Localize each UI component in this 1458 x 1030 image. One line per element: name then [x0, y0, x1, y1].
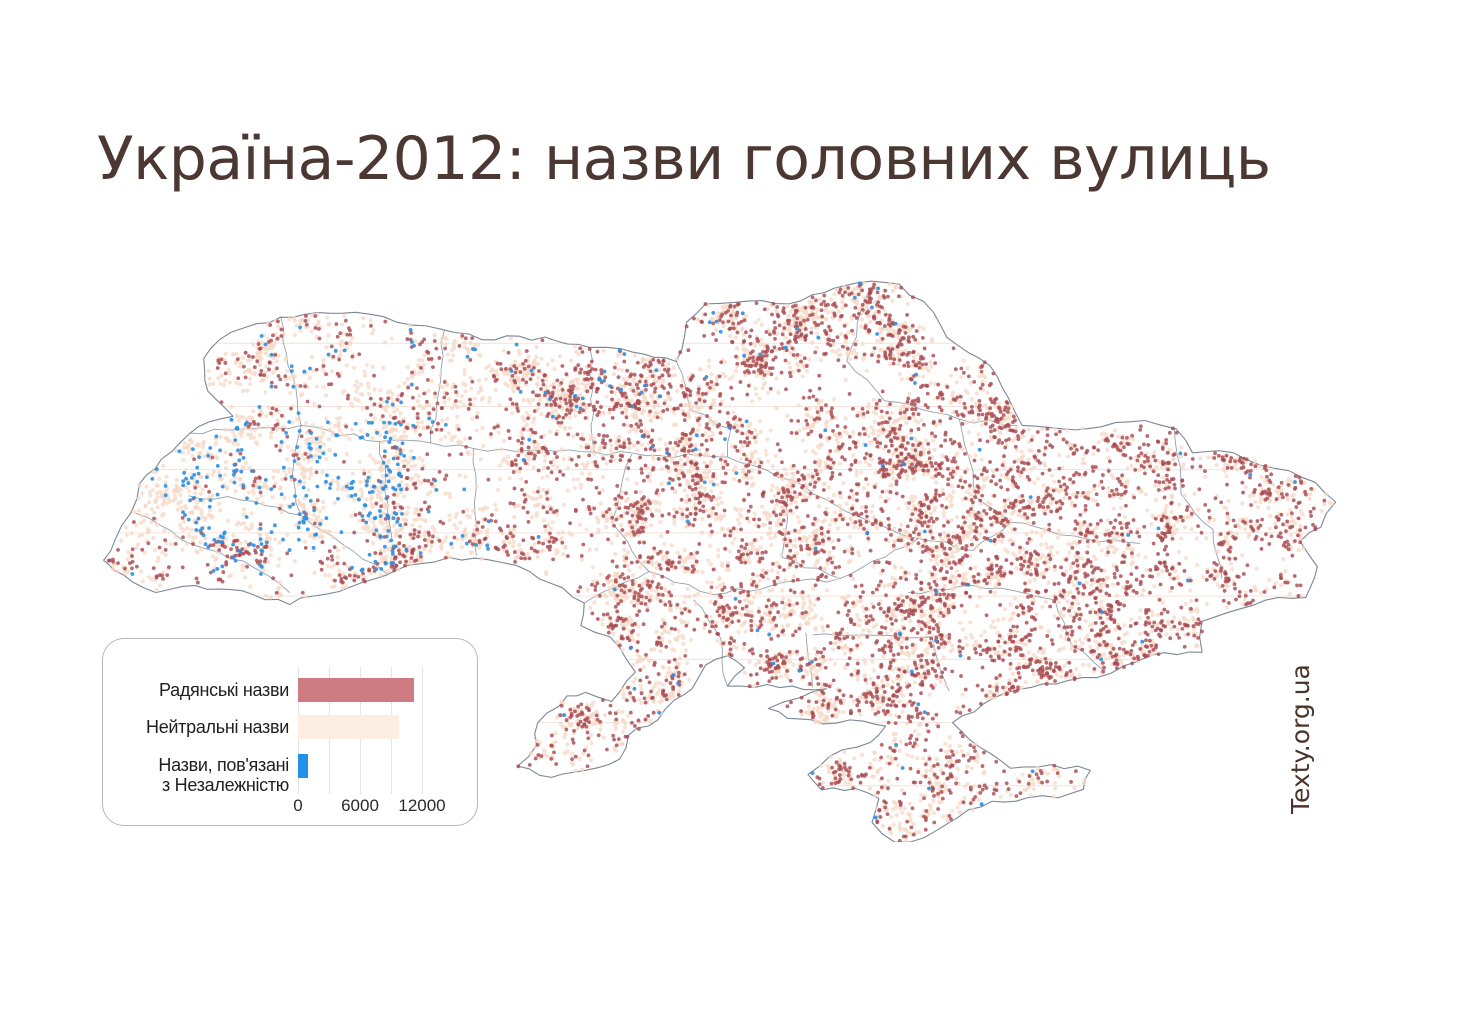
legend-axis-tick: 12000	[398, 796, 446, 815]
legend-bar-3	[298, 754, 308, 778]
legend-axis-tick: 0	[293, 796, 303, 815]
legend-box: Радянські назви Нейтральні назви Назви, по…	[102, 638, 478, 826]
legend-bar-2	[298, 715, 399, 739]
legend-label-2: Нейтральні назви	[146, 717, 289, 737]
page-title: Україна-2012: назви головних вулиць	[97, 124, 1271, 194]
legend-axis-tick: 6000	[341, 796, 379, 815]
legend-label-1: Радянські назви	[159, 680, 289, 700]
watermark: Texty.org.ua	[1286, 664, 1315, 814]
legend-bar-1	[298, 678, 414, 702]
legend-label-3: Назви, пов'язані з Незалежністю	[158, 755, 289, 795]
legend-gridline	[422, 667, 423, 794]
